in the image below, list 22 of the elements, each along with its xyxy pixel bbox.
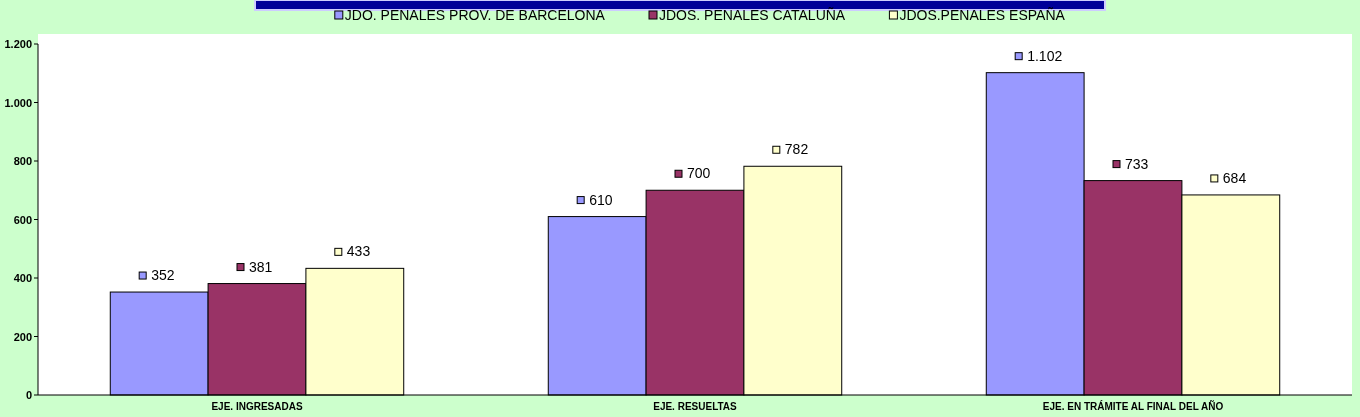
y-tick-label: 400 <box>13 272 32 284</box>
y-tick-label: 1.000 <box>4 96 32 109</box>
data-label: 1.102 <box>1027 47 1063 64</box>
y-tick-label: 1.200 <box>4 38 32 50</box>
legend-label: JDOS.PENALES ESPAÑA <box>899 7 1066 23</box>
data-label: 610 <box>589 191 613 208</box>
data-label: 782 <box>784 141 809 158</box>
y-tick-label: 800 <box>13 155 32 167</box>
legend-label: JDO. PENALES PROV. DE BARCELONA <box>344 7 606 23</box>
legend-label: JDOS. PENALES CATALUÑA <box>659 7 846 23</box>
data-label: 381 <box>249 258 273 275</box>
data-label: 684 <box>1222 169 1247 186</box>
x-tick-label: EJE. INGRESADAS <box>211 401 303 412</box>
data-label: 352 <box>151 267 175 284</box>
y-tick-label: 600 <box>13 213 32 226</box>
data-label: 433 <box>346 243 371 260</box>
data-label: 733 <box>1125 155 1149 172</box>
y-tick-label: 0 <box>25 389 32 401</box>
data-label: 700 <box>687 165 711 182</box>
x-tick-label: EJE. RESUELTAS <box>653 401 738 412</box>
y-tick-label: 200 <box>13 330 32 343</box>
x-tick-label: EJE. EN TRÁMITE AL FINAL DEL AÑO <box>1042 400 1224 412</box>
